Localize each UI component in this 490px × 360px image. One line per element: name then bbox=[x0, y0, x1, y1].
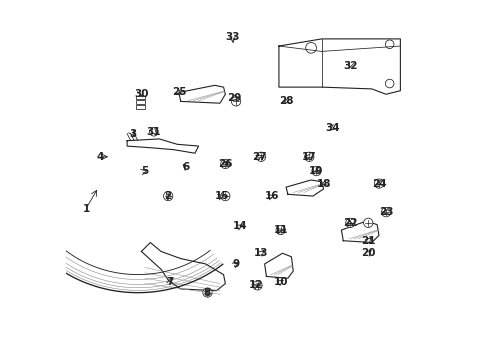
Text: 3: 3 bbox=[129, 129, 136, 139]
Text: 14: 14 bbox=[232, 221, 247, 231]
Text: 28: 28 bbox=[279, 96, 294, 107]
Circle shape bbox=[220, 192, 230, 201]
Text: 13: 13 bbox=[254, 248, 269, 258]
Circle shape bbox=[231, 97, 241, 106]
Text: 7: 7 bbox=[166, 277, 173, 287]
Text: 31: 31 bbox=[147, 127, 161, 137]
Text: 24: 24 bbox=[371, 179, 386, 189]
Circle shape bbox=[312, 166, 321, 176]
Circle shape bbox=[305, 152, 314, 161]
Text: 1: 1 bbox=[82, 203, 90, 213]
Text: 30: 30 bbox=[134, 89, 148, 99]
Text: 11: 11 bbox=[273, 225, 288, 235]
Text: 9: 9 bbox=[233, 259, 240, 269]
Bar bbox=[136, 100, 145, 104]
Text: 17: 17 bbox=[302, 152, 317, 162]
Circle shape bbox=[381, 207, 391, 217]
Text: 2: 2 bbox=[165, 191, 172, 201]
Text: 21: 21 bbox=[361, 236, 375, 246]
Text: 4: 4 bbox=[97, 152, 104, 162]
Circle shape bbox=[253, 281, 262, 290]
Text: 16: 16 bbox=[265, 191, 279, 201]
Text: 34: 34 bbox=[325, 123, 340, 133]
Bar bbox=[136, 105, 145, 109]
Circle shape bbox=[346, 218, 355, 228]
Polygon shape bbox=[279, 39, 400, 94]
Polygon shape bbox=[265, 253, 293, 278]
Polygon shape bbox=[127, 139, 198, 153]
Polygon shape bbox=[342, 221, 379, 243]
Text: 32: 32 bbox=[343, 61, 358, 71]
Circle shape bbox=[220, 159, 230, 168]
Text: 8: 8 bbox=[204, 288, 211, 297]
Text: 12: 12 bbox=[248, 280, 263, 291]
Circle shape bbox=[164, 192, 173, 201]
Circle shape bbox=[276, 225, 285, 235]
Text: 19: 19 bbox=[309, 166, 323, 176]
Text: 26: 26 bbox=[218, 159, 233, 169]
Text: 20: 20 bbox=[361, 248, 375, 258]
Text: 23: 23 bbox=[379, 207, 393, 217]
Text: 15: 15 bbox=[215, 191, 229, 201]
Text: 29: 29 bbox=[227, 93, 242, 103]
Text: 27: 27 bbox=[252, 152, 267, 162]
Circle shape bbox=[374, 179, 384, 188]
Text: 5: 5 bbox=[141, 166, 148, 176]
Text: 10: 10 bbox=[273, 277, 288, 287]
Text: 6: 6 bbox=[182, 162, 190, 172]
Text: 18: 18 bbox=[317, 179, 331, 189]
Circle shape bbox=[256, 152, 266, 161]
Text: 25: 25 bbox=[172, 87, 186, 98]
Circle shape bbox=[364, 218, 373, 228]
Polygon shape bbox=[286, 180, 323, 196]
Polygon shape bbox=[142, 243, 225, 291]
Polygon shape bbox=[179, 85, 225, 103]
Bar bbox=[136, 96, 145, 99]
Text: 33: 33 bbox=[225, 32, 240, 42]
Circle shape bbox=[203, 288, 212, 297]
Text: 22: 22 bbox=[343, 218, 358, 228]
